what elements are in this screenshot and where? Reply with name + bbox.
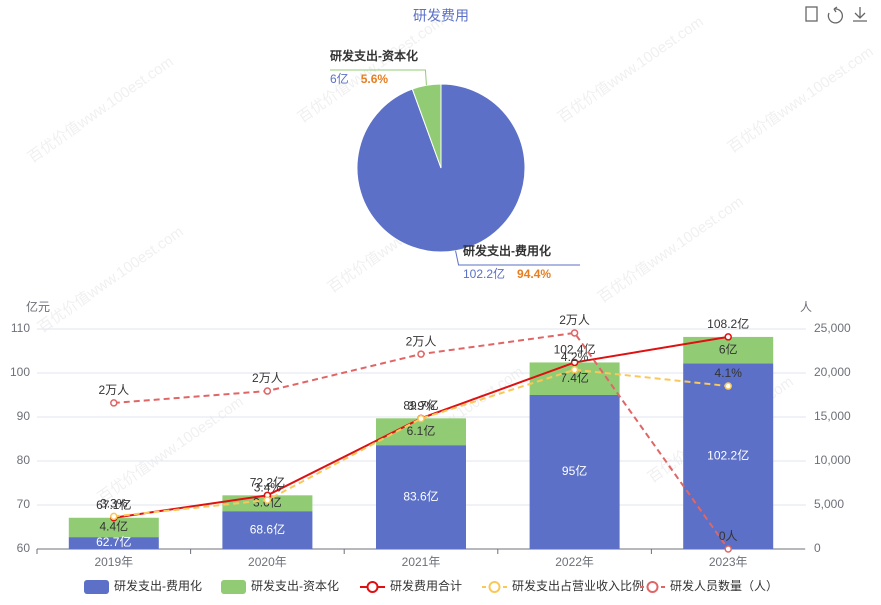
line-value-label: 4.1% bbox=[715, 366, 743, 380]
line-value-label: 4.2% bbox=[561, 350, 589, 364]
pie-value-label: 102.2亿 bbox=[463, 266, 505, 281]
line-point bbox=[724, 333, 732, 341]
bar-value-label: 68.6亿 bbox=[250, 521, 285, 536]
line-point bbox=[570, 329, 579, 337]
y-axis-title: 亿元 bbox=[26, 299, 50, 314]
chart-title: 研发费用 bbox=[413, 8, 469, 24]
line-value-label: 3.4% bbox=[254, 480, 282, 494]
label-line bbox=[330, 69, 427, 86]
line-point bbox=[110, 399, 118, 407]
line-point bbox=[417, 414, 425, 423]
label-line bbox=[455, 250, 580, 266]
legend-swatch bbox=[221, 580, 246, 594]
save-icon[interactable] bbox=[853, 7, 867, 22]
line-point bbox=[724, 545, 732, 553]
line-point bbox=[110, 512, 118, 521]
y2-tick-label: 20,000 bbox=[814, 365, 851, 379]
legend-marker bbox=[488, 581, 501, 593]
y2-tick-label: 25,000 bbox=[814, 321, 851, 335]
data-view-icon[interactable] bbox=[805, 6, 818, 22]
pie-label-name: 研发支出-资本化 bbox=[330, 48, 418, 63]
watermark: 百优价值www.100est.com bbox=[595, 193, 747, 306]
line-value-label: 2万人 bbox=[559, 313, 590, 327]
restore-icon[interactable] bbox=[827, 6, 843, 24]
line-value-label: 3.9% bbox=[407, 399, 435, 413]
legend-label[interactable]: 研发人员数量（人） bbox=[670, 578, 778, 593]
legend-marker bbox=[646, 581, 659, 593]
legend-label[interactable]: 研发费用合计 bbox=[390, 578, 462, 593]
line-value-label: 108.2亿 bbox=[707, 316, 749, 331]
line-point bbox=[570, 358, 579, 367]
x-tick-label: 2020年 bbox=[248, 555, 287, 569]
x-tick-label: 2022年 bbox=[555, 555, 594, 569]
y-tick-label: 60 bbox=[17, 541, 31, 555]
line-value-label: 2万人 bbox=[252, 371, 283, 385]
bar-value-label: 7.4亿 bbox=[560, 370, 589, 385]
line-point bbox=[263, 496, 272, 504]
bar-value-label: 95亿 bbox=[562, 463, 587, 478]
x-tick-label: 2023年 bbox=[709, 555, 748, 569]
watermark: 百优价值www.100est.com bbox=[555, 13, 707, 126]
watermark: 百优价值www.100est.com bbox=[95, 393, 247, 506]
watermark: 百优价值www.100est.com bbox=[35, 223, 187, 336]
x-tick-label: 2021年 bbox=[402, 555, 441, 569]
bar-value-label: 6.1亿 bbox=[407, 423, 436, 438]
pie-value-label: 6亿 bbox=[330, 71, 349, 86]
line-value-label: 67.1亿 bbox=[96, 497, 131, 512]
bar bbox=[68, 537, 159, 549]
pie-percent-label: 94.4% bbox=[517, 267, 551, 281]
bar-value-label: 83.6亿 bbox=[403, 488, 438, 503]
line-value-label: 89.7亿 bbox=[403, 397, 438, 412]
bar bbox=[222, 511, 313, 549]
bar-value-label: 6亿 bbox=[719, 341, 738, 356]
legend-label[interactable]: 研发支出-费用化 bbox=[114, 578, 202, 593]
line-series bbox=[113, 368, 729, 518]
y2-axis-title: 人 bbox=[800, 300, 812, 314]
legend-label[interactable]: 研发支出占营业收入比例 bbox=[512, 578, 644, 593]
line-value-label: 2万人 bbox=[98, 383, 129, 397]
y-tick-label: 110 bbox=[11, 321, 30, 335]
line-value-label: 3.3% bbox=[100, 497, 128, 511]
y2-tick-label: 5,000 bbox=[814, 497, 844, 511]
y2-tick-label: 15,000 bbox=[814, 409, 851, 423]
line-point bbox=[263, 387, 272, 395]
bar bbox=[376, 445, 466, 549]
line-point bbox=[570, 365, 579, 374]
bar bbox=[683, 363, 774, 549]
bar-value-label: 62.7亿 bbox=[96, 534, 131, 549]
y-tick-label: 90 bbox=[17, 409, 31, 423]
pie-label-name: 研发支出-费用化 bbox=[463, 243, 551, 258]
bar bbox=[529, 395, 620, 549]
legend-marker bbox=[366, 581, 379, 593]
line-value-label: 2万人 bbox=[406, 334, 437, 348]
toolbar bbox=[805, 6, 867, 24]
y-tick-label: 80 bbox=[17, 453, 31, 467]
bar-value-label: 4.4亿 bbox=[99, 519, 128, 534]
line-value-label: 0人 bbox=[719, 529, 738, 543]
pie-percent-label: 5.6% bbox=[361, 72, 389, 86]
bar bbox=[68, 517, 159, 538]
legend-swatch bbox=[84, 580, 109, 594]
line-point bbox=[417, 350, 425, 358]
x-tick-label: 2019年 bbox=[94, 555, 133, 569]
legend-label[interactable]: 研发支出-资本化 bbox=[251, 578, 339, 593]
bar bbox=[376, 418, 466, 446]
line-value-label: 72.2亿 bbox=[250, 474, 285, 489]
watermark: 百优价值www.100est.com bbox=[725, 43, 877, 156]
watermark: 百优价值www.100est.com bbox=[25, 53, 177, 166]
y-tick-label: 70 bbox=[17, 497, 31, 511]
y-tick-label: 100 bbox=[10, 365, 30, 379]
bar-value-label: 102.2亿 bbox=[707, 447, 749, 462]
line-point bbox=[724, 382, 732, 390]
line-value-label: 102.4亿 bbox=[554, 342, 596, 357]
y2-tick-label: 10,000 bbox=[814, 453, 851, 467]
y2-tick-label: 0 bbox=[814, 541, 821, 555]
